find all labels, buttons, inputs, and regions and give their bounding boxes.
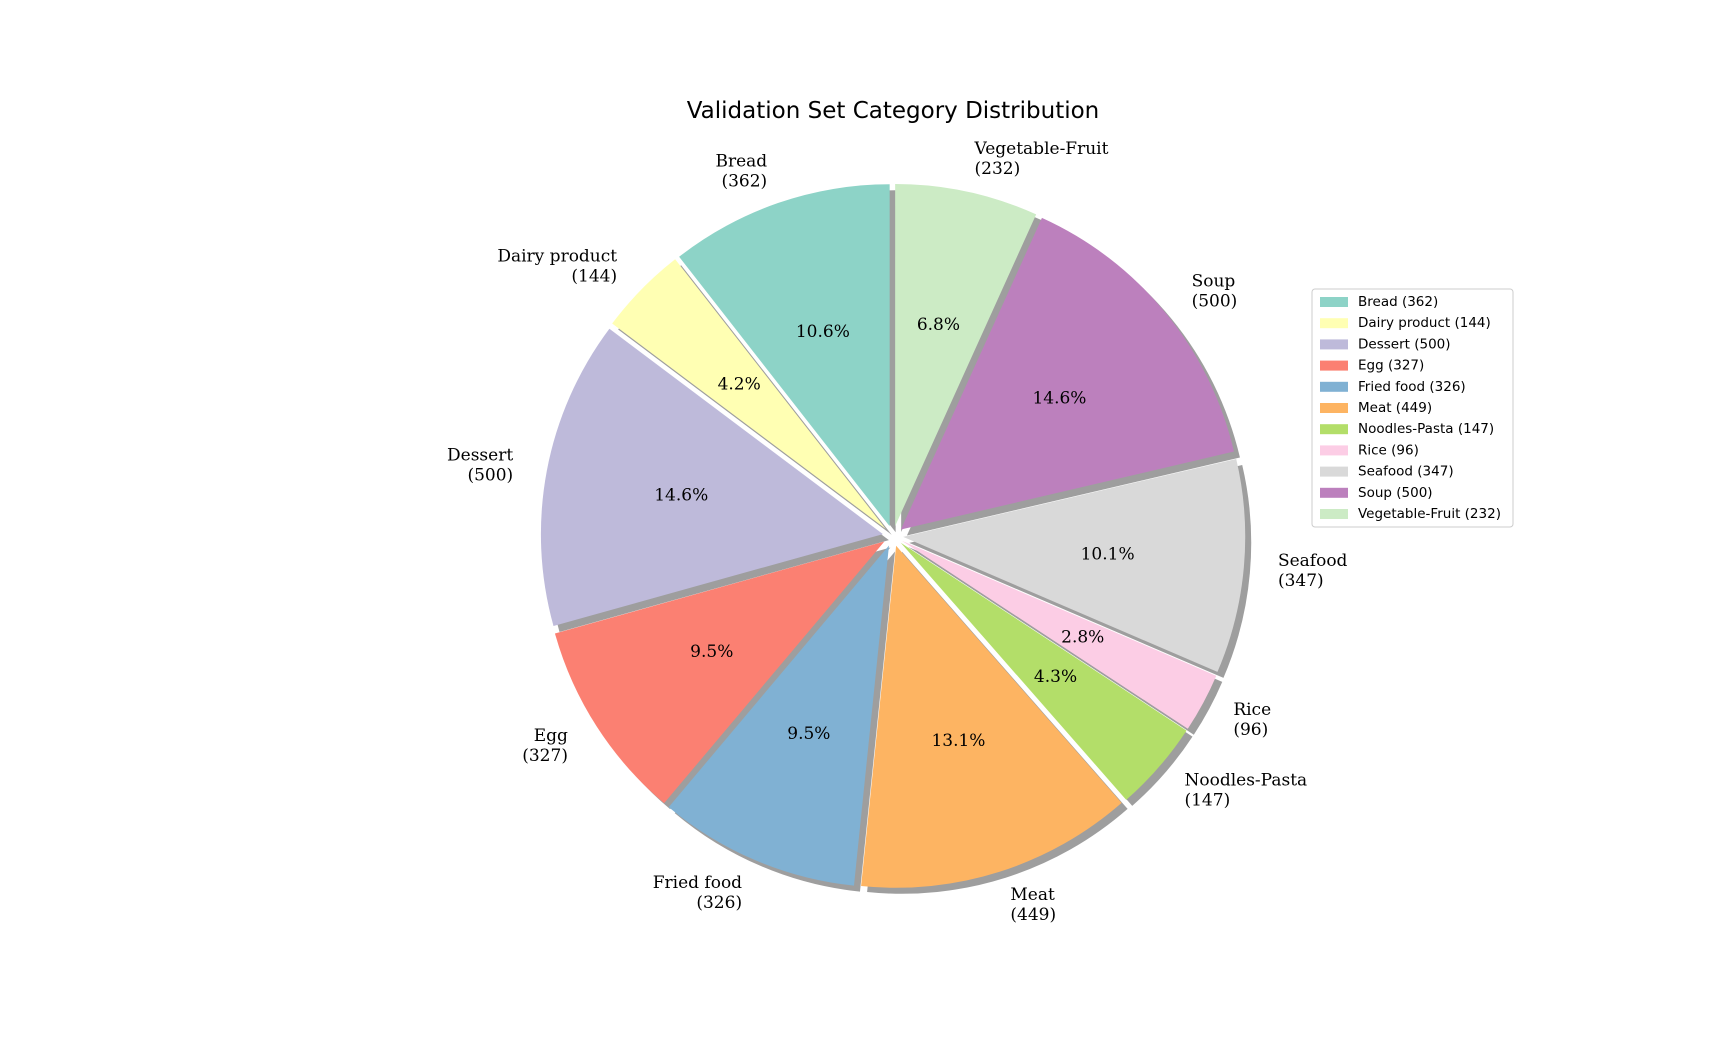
slice-label-dairy-product: Dairy product (144) [497,246,617,286]
percent-label-meat: 13.1% [931,731,985,751]
legend-swatch-bread [1320,297,1348,307]
slice-label-line: (362) [721,172,767,192]
percent-labels: 10.6% 4.2% 14.6% 9.5% 9.5% 13.1% 4.3% 2.8% 10.1%… [654,315,1134,751]
legend-entry-meat: Meat (449) [1358,400,1432,416]
legend-entry-bread: Bread (362) [1358,294,1438,310]
pie-slice-soup [900,217,1234,530]
slice-label-line: Bread [715,152,767,172]
slice-label-meat: Meat (449) [1010,885,1056,925]
slice-label-bread: Bread (362) [715,152,767,192]
percent-label-rice: 2.8% [1061,628,1104,648]
legend-swatch-vegetable-fruit [1320,509,1348,519]
percent-label-soup: 14.6% [1032,389,1086,409]
pie-slice-dessert [540,328,883,626]
pie-slice-dairy-product [612,259,886,529]
pie-slice-noodles-pasta [900,542,1187,800]
slice-label-line: (327) [522,746,568,766]
slice-label-line: (500) [1192,292,1238,312]
pie-slice-fried-food [668,545,889,886]
slice-label-line: (326) [696,893,742,913]
pie-slice-vegetable-fruit [895,183,1037,526]
pie-slice-egg [554,541,885,804]
legend-swatch-egg [1320,360,1348,371]
slice-labels: Bread (362)Dairy product (144)Dessert (500)… [447,139,1348,925]
slice-label-line: (347) [1278,571,1324,591]
pie-slice-meat [861,545,1122,888]
legend-entry-dairy-product: Dairy product (144) [1358,315,1491,331]
legend-entry-seafood: Seafood (347) [1358,464,1454,480]
legend-entry-rice: Rice (96) [1358,442,1419,458]
slice-label-fried-food: Fried food (326) [653,873,742,913]
slice-label-line: Rice [1233,700,1271,720]
slice-label-line: Fried food [653,873,742,893]
slice-label-line: Noodles-Pasta [1184,771,1307,791]
percent-label-dairy-product: 4.2% [718,375,761,395]
percent-label-vegetable-fruit: 6.8% [917,315,960,335]
percent-label-bread: 10.6% [796,322,850,342]
pie-slice-bread [679,184,890,527]
legend-swatch-meat [1320,403,1348,413]
slice-label-noodles-pasta: Noodles-Pasta (147) [1184,771,1307,811]
percent-label-noodles-pasta: 4.3% [1034,667,1077,687]
chart-title: Validation Set Category Distribution [687,98,1100,124]
slice-label-line: (449) [1010,905,1056,925]
slice-label-line: Vegetable-Fruit [974,139,1109,159]
percent-label-seafood: 10.1% [1081,544,1135,564]
slice-label-vegetable-fruit: Vegetable-Fruit (232) [974,139,1109,179]
legend-swatch-noodles-pasta [1320,424,1348,435]
legend-swatch-fried-food [1320,381,1348,392]
legend-entry-dessert: Dessert (500) [1358,336,1451,352]
pie-slice-rice [902,540,1217,729]
slice-label-line: (500) [467,466,513,486]
legend-swatch-rice [1320,445,1348,456]
slice-label-line: (147) [1184,791,1230,811]
slice-label-seafood: Seafood (347) [1278,551,1348,591]
legend-entry-egg: Egg (327) [1358,358,1424,374]
slice-label-rice: Rice (96) [1233,700,1271,740]
slice-label-line: (144) [571,266,617,286]
slice-label-soup: Soup (500) [1192,272,1238,312]
legend-entry-vegetable-fruit: Vegetable-Fruit (232) [1358,506,1501,522]
legend-swatch-seafood [1320,466,1348,477]
legend: Bread (362) Dairy product (144) Dessert (5… [1311,288,1514,528]
percent-label-dessert: 14.6% [654,486,708,506]
slice-label-line: Meat [1010,885,1055,905]
percent-label-fried-food: 9.5% [787,724,830,744]
slice-label-line: (232) [975,159,1021,179]
legend-frame [1311,288,1514,528]
legend-entry-noodles-pasta: Noodles-Pasta (147) [1358,421,1494,437]
slices [540,183,1246,888]
legend-entry-soup: Soup (500) [1358,485,1433,501]
legend-swatch-soup [1320,487,1348,498]
slice-label-line: Dessert [447,446,513,466]
slice-label-line: Seafood [1278,551,1348,571]
percent-label-egg: 9.5% [690,642,733,662]
slice-label-dessert: Dessert (500) [447,446,513,486]
legend-swatch-dairy-product [1320,318,1348,329]
pie-slice-seafood [903,458,1246,672]
legend-entry-fried-food: Fried food (326) [1358,379,1466,395]
slice-label-line: Egg [534,726,568,746]
slice-label-line: Soup [1192,272,1236,292]
slice-label-line: (96) [1233,720,1268,740]
slice-label-egg: Egg (327) [522,726,568,766]
slice-label-line: Dairy product [497,246,617,266]
legend-swatch-dessert [1320,339,1348,350]
